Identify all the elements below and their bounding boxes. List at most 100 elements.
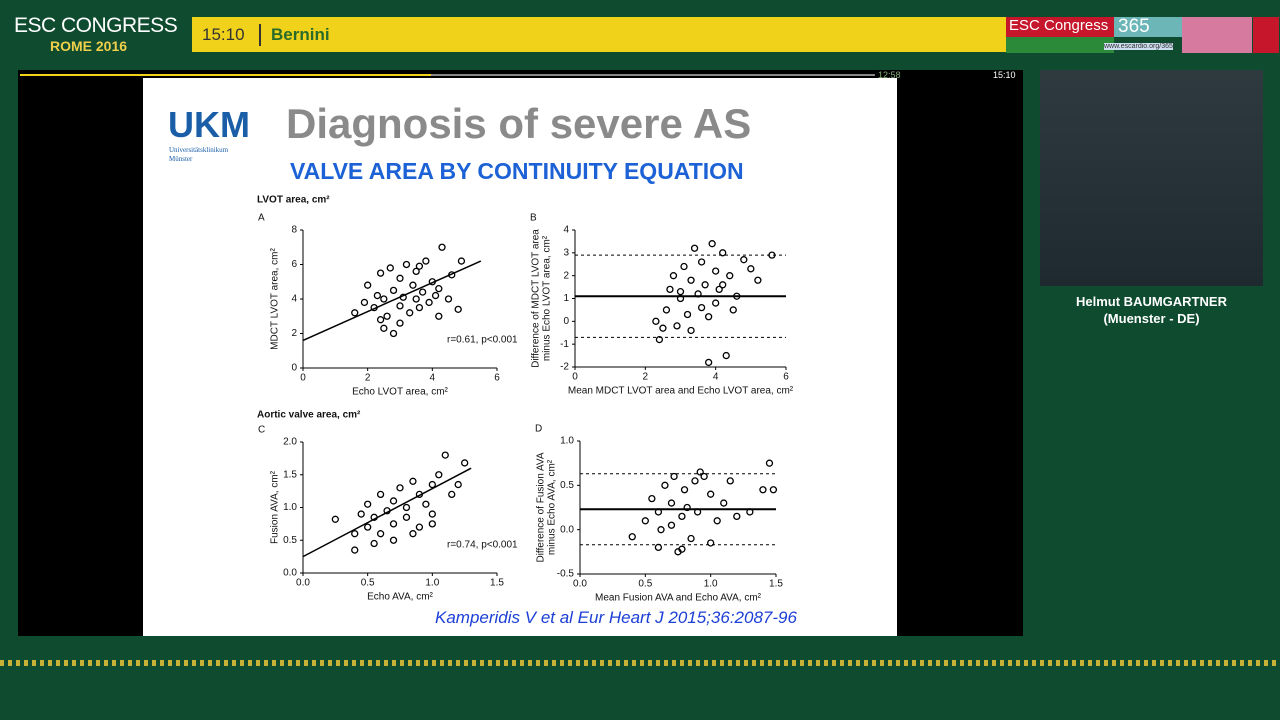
point [376, 269, 385, 277]
point [373, 291, 382, 300]
point [691, 477, 699, 485]
point [376, 316, 385, 324]
x-tick-label: 4 [430, 373, 436, 384]
point [719, 281, 727, 289]
point [380, 324, 388, 332]
point [729, 306, 737, 314]
section-label: Aortic valve area, cm² [257, 410, 361, 421]
y-tick-label: 1.0 [283, 502, 297, 513]
point [396, 274, 404, 282]
slide-title: Diagnosis of severe AS [286, 100, 752, 147]
x-tick-label: 6 [783, 372, 789, 383]
elapsed: 12:58 [878, 70, 901, 80]
point [412, 267, 420, 276]
point [768, 251, 776, 259]
x-tick-label: 2 [643, 372, 649, 383]
point [654, 543, 663, 552]
point [720, 499, 728, 507]
point [351, 530, 359, 538]
y-tick-label: 6 [291, 259, 297, 270]
logo: ESC CONGRESS [14, 14, 178, 37]
y-tick-label: 0.5 [560, 480, 574, 491]
point [431, 291, 440, 300]
point [704, 358, 713, 367]
point [389, 286, 398, 295]
point [628, 533, 636, 541]
slide-logo: UKM [168, 104, 250, 145]
point [351, 309, 359, 317]
point [662, 306, 671, 314]
point [712, 299, 720, 307]
point [331, 515, 339, 523]
point [376, 530, 385, 538]
point [680, 486, 689, 494]
point [412, 295, 420, 303]
point [740, 256, 748, 264]
point [386, 264, 394, 272]
point [399, 293, 407, 301]
y-tick-label: 1.5 [283, 469, 297, 480]
point [687, 534, 695, 543]
x-axis-label: Mean Fusion AVA and Echo AVA, cm² [595, 593, 762, 604]
point [659, 324, 667, 332]
point [657, 526, 665, 534]
point [765, 459, 774, 467]
y-tick-label: 2 [291, 328, 297, 339]
progress[interactable] [20, 74, 431, 76]
point [726, 272, 734, 280]
point [707, 539, 715, 547]
duration: 15:10 [993, 70, 1016, 80]
x-axis-label: Echo LVOT area, cm² [352, 387, 448, 398]
point [415, 523, 424, 531]
url: www.escardio.org/365 [1104, 43, 1173, 50]
point [697, 258, 706, 266]
room: Bernini [271, 25, 330, 44]
x-tick-label: 1.0 [425, 578, 439, 589]
point [396, 319, 404, 327]
point [448, 490, 456, 499]
point [701, 281, 709, 289]
point [704, 313, 713, 321]
point [422, 500, 430, 508]
citation: Kamperidis V et al Eur Heart J 2015;36:2… [435, 608, 797, 627]
x-tick-label: 4 [713, 372, 719, 383]
point [402, 513, 411, 521]
point [435, 284, 443, 293]
point [678, 545, 686, 553]
x-tick-label: 0.0 [573, 579, 587, 590]
logo-sub: ROME 2016 [50, 38, 128, 54]
point [754, 276, 762, 284]
y-axis-label: minus Echo LVOT area, cm² [542, 235, 553, 361]
point [654, 508, 663, 516]
panel-letter: D [535, 424, 542, 435]
point [428, 278, 436, 286]
point [351, 546, 359, 554]
regression-line [302, 467, 472, 558]
point [700, 472, 708, 481]
point [370, 513, 378, 521]
point [380, 295, 388, 303]
point [746, 508, 754, 516]
speaker-video [1040, 70, 1263, 286]
x-tick-label: 1.5 [769, 579, 783, 590]
point [690, 244, 699, 252]
point [769, 486, 778, 494]
y-axis-label: Difference of MDCT LVOT area [531, 229, 542, 368]
point [667, 499, 676, 507]
y-tick-label: 4 [563, 225, 569, 236]
y-tick-label: 4 [291, 294, 297, 305]
point [683, 503, 691, 512]
point [428, 510, 436, 518]
point [673, 322, 681, 330]
point [461, 459, 469, 467]
slide-logo-sub: Münster [169, 155, 193, 163]
point [357, 510, 365, 518]
x-tick-label: 0.5 [638, 579, 652, 590]
point [733, 512, 741, 521]
panel-letter: C [258, 425, 265, 436]
point [655, 335, 664, 344]
point [683, 310, 692, 319]
speaker-name: Helmut BAUMGARTNER [1076, 294, 1227, 309]
annotation: r=0.61, p<0.001 [447, 335, 518, 346]
